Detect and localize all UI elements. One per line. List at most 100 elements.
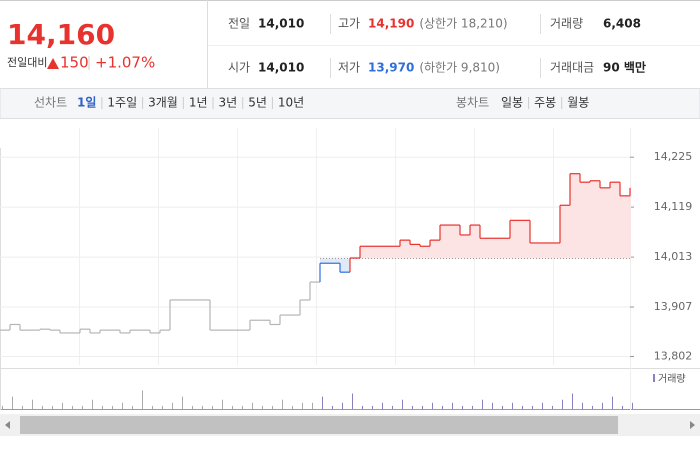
candle-tab[interactable]: 주봉 (534, 96, 556, 110)
volume-bar (562, 399, 563, 409)
info-note: (상한가 18,210) (419, 17, 507, 31)
volume-bar (292, 405, 293, 409)
volume-bar (2, 405, 3, 409)
volume-bar (302, 402, 303, 409)
scroll-right[interactable] (690, 421, 695, 429)
volume-bar (612, 396, 613, 409)
volume-bar (22, 405, 23, 409)
period-tab[interactable]: 1주일 (107, 96, 137, 110)
area-fill (540, 242, 550, 259)
y-tick-label: 14,119 (654, 200, 693, 213)
volume-legend-mark (653, 374, 655, 382)
area-fill (330, 258, 340, 264)
price: 14,160 (7, 18, 115, 51)
scrollbar-thumb[interactable] (20, 416, 618, 434)
area-fill (600, 187, 610, 259)
info-value: 14,190 (368, 17, 414, 31)
area-fill (490, 238, 500, 259)
info-label: 전일 (228, 17, 250, 31)
candle-tab[interactable]: 월봉 (567, 96, 589, 110)
area-fill (480, 238, 490, 259)
volume-bar (352, 393, 353, 409)
change-rate: +1.07% (95, 54, 155, 72)
period-tab[interactable]: 10년 (278, 96, 304, 110)
volume-bar (192, 405, 193, 409)
volume-bar (392, 405, 393, 409)
area-fill (340, 258, 350, 273)
info-value: 6,408 (603, 17, 641, 31)
tab-group-label: 봉차트 (456, 96, 489, 110)
volume-bar (92, 399, 93, 409)
volume-bar (602, 402, 603, 409)
volume-bar (342, 402, 343, 409)
volume-bar (582, 402, 583, 409)
up-arrow (47, 58, 59, 69)
info-note: (하한가 9,810) (419, 61, 500, 75)
volume-bar (322, 396, 323, 409)
volume-bar (162, 405, 163, 409)
info-label: 시가 (228, 61, 250, 75)
volume-bar (222, 399, 223, 409)
area-fill (370, 246, 380, 259)
candle-tab[interactable]: 일봉 (501, 96, 523, 110)
y-tick-label: 14,013 (654, 250, 693, 263)
volume-bar (472, 405, 473, 409)
area-fill (550, 242, 560, 259)
volume-bar (282, 399, 283, 409)
volume-bar (252, 402, 253, 409)
period-tab[interactable]: 1일 (77, 96, 96, 110)
volume-bar (362, 405, 363, 409)
area-fill (630, 187, 631, 259)
volume-bar (272, 405, 273, 409)
area-fill (460, 234, 470, 259)
area-fill (560, 205, 570, 259)
info-label: 거래량 (550, 17, 583, 31)
info-label: 저가 (338, 61, 360, 75)
volume-bar (432, 402, 433, 409)
period-tab[interactable]: 5년 (248, 96, 267, 110)
period-tab[interactable]: 3년 (219, 96, 238, 110)
scroll-left[interactable] (5, 421, 10, 429)
volume-bar (212, 405, 213, 409)
change-label: 전일대비 (7, 55, 47, 69)
volume-bar (102, 405, 103, 409)
volume-bar (482, 399, 483, 409)
volume-bar (622, 405, 623, 409)
volume-bar (572, 393, 573, 409)
area-fill (580, 182, 590, 259)
volume-bar (82, 405, 83, 409)
info-value: 90 백만 (603, 60, 646, 75)
volume-label: 거래량 (658, 373, 686, 385)
period-tab[interactable]: 3개월 (148, 96, 178, 110)
volume-bar (592, 405, 593, 409)
volume-bar (152, 405, 153, 409)
volume-bar (202, 405, 203, 409)
info-label: 거래대금 (550, 61, 594, 75)
area-fill (510, 220, 520, 259)
change: 150 (60, 54, 89, 72)
area-fill (610, 182, 620, 259)
volume-bar (172, 402, 173, 409)
area-fill (450, 225, 460, 259)
area-fill (320, 258, 330, 264)
info-value: 14,010 (258, 17, 304, 31)
volume-bar (52, 405, 53, 409)
area-fill (440, 225, 450, 259)
area-fill (360, 246, 370, 259)
volume-bar (72, 405, 73, 409)
area-fill (400, 240, 410, 259)
area-fill (390, 246, 400, 259)
area-fill (520, 220, 530, 259)
tab-bar (0, 88, 700, 119)
volume-bar (12, 396, 13, 409)
period-tab[interactable]: 1년 (189, 96, 208, 110)
info-label: 고가 (338, 17, 360, 31)
volume-bar (312, 402, 313, 409)
volume-bar (452, 402, 453, 409)
volume-bar (112, 405, 113, 409)
info-value: 13,970 (368, 61, 414, 75)
volume-bar (142, 390, 143, 409)
area-fill (430, 240, 440, 259)
volume-bar (262, 405, 263, 409)
volume-bar (132, 405, 133, 409)
